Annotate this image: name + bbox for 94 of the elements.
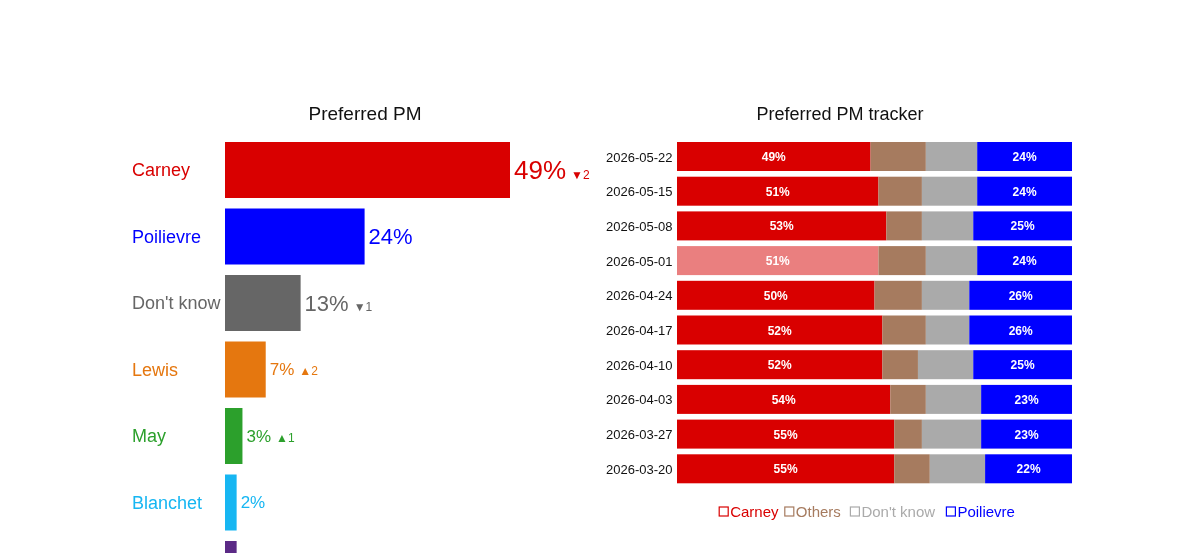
- legend-label: Poilievre: [957, 503, 1015, 520]
- bar: [925, 246, 978, 276]
- data-label: 49% ▼2: [514, 155, 590, 186]
- y-tick-label: 2026-05-08: [606, 218, 673, 234]
- bar: [225, 408, 243, 464]
- bar: [921, 176, 978, 206]
- bar: [894, 454, 930, 484]
- bar: [894, 419, 922, 449]
- data-label: 23%: [1014, 427, 1039, 442]
- data-label: 50%: [763, 288, 789, 303]
- data-label: 7% ▲2: [269, 360, 319, 380]
- y-tick-label: 2026-04-24: [606, 288, 673, 304]
- bar: [677, 454, 895, 484]
- data-label: 54%: [771, 392, 796, 407]
- data-label: 24%: [1012, 150, 1037, 164]
- data-label: 55%: [773, 462, 798, 477]
- bar: [677, 315, 883, 345]
- bar: [878, 176, 922, 206]
- bar: [677, 350, 883, 380]
- data-label: 52%: [767, 323, 793, 338]
- data-label: 3% ▲1: [246, 426, 295, 446]
- data-label: 52%: [767, 358, 793, 373]
- bar: [225, 208, 365, 265]
- bar: [677, 419, 895, 449]
- bar: [921, 419, 982, 449]
- data-label: 22%: [1016, 462, 1041, 477]
- data-label: 51%: [765, 254, 791, 269]
- data-label: 51%: [765, 184, 791, 199]
- bar: [921, 280, 970, 310]
- bar: [981, 384, 1072, 414]
- y-tick-label: 2026-05-22: [606, 149, 673, 165]
- bar: [925, 315, 970, 345]
- bar: [917, 350, 974, 380]
- y-tick-label: Carney: [132, 160, 191, 180]
- data-label: 24%: [1012, 254, 1037, 269]
- bar: [677, 384, 891, 414]
- bar: [677, 142, 871, 171]
- data-label: 55%: [773, 427, 798, 442]
- data-label: 26%: [1008, 323, 1033, 338]
- y-tick-label: 2026-05-01: [606, 253, 673, 269]
- data-label: 24%: [368, 224, 413, 250]
- y-tick-label: 2026-04-10: [606, 357, 673, 373]
- y-tick-label: Lewis: [132, 359, 179, 380]
- y-tick-label: 2026-04-03: [606, 392, 673, 408]
- y-tick-label: 2026-04-17: [606, 323, 673, 338]
- bar: [890, 384, 926, 414]
- bar: [977, 142, 1072, 171]
- data-label: 53%: [769, 219, 795, 234]
- data-label: 2%: [240, 493, 266, 513]
- y-tick-label: 2026-05-15: [606, 184, 673, 200]
- y-tick-label: Blanchet: [132, 492, 203, 513]
- bar: [886, 211, 922, 241]
- bar: [870, 142, 926, 171]
- bar: [969, 315, 1072, 345]
- data-label: 49%: [761, 150, 787, 164]
- bar: [225, 341, 266, 398]
- data-label: 25%: [1010, 219, 1035, 234]
- bar: [677, 280, 875, 310]
- legend-label: Don't know: [861, 503, 936, 520]
- bar: [925, 142, 978, 171]
- bar: [977, 176, 1072, 206]
- bar: [882, 315, 926, 345]
- bar: [677, 211, 887, 241]
- y-tick-label: Don't know: [132, 293, 222, 313]
- chart-title: Preferred PM tracker: [756, 104, 924, 124]
- bar: [981, 419, 1072, 449]
- legend-label: Carney: [730, 503, 780, 520]
- bar: [677, 246, 879, 276]
- bar: [882, 350, 918, 380]
- y-tick-label: Poilievre: [132, 226, 202, 247]
- data-label: 25%: [1010, 358, 1035, 373]
- data-label: 24%: [1012, 184, 1037, 199]
- bar: [985, 454, 1072, 484]
- bar: [973, 350, 1072, 380]
- bar: [225, 474, 237, 531]
- y-tick-label: 2026-03-27: [606, 427, 673, 443]
- bar: [225, 275, 301, 331]
- data-label: 26%: [1008, 288, 1033, 303]
- y-tick-label: May: [132, 426, 167, 446]
- bar: [921, 211, 974, 241]
- data-label: 23%: [1014, 392, 1039, 407]
- data-label: 13% ▼1: [304, 290, 373, 316]
- bar: [969, 280, 1072, 310]
- bar: [929, 454, 986, 484]
- bar: [677, 176, 879, 206]
- bar: [977, 246, 1072, 276]
- bar: [225, 142, 510, 198]
- chart-title: Preferred PM: [308, 103, 422, 124]
- y-tick-label: 2026-03-20: [606, 461, 673, 477]
- bar: [925, 384, 982, 414]
- bar: [874, 280, 922, 310]
- bar: [878, 246, 926, 276]
- bar: [973, 211, 1072, 241]
- legend-label: Others: [795, 503, 841, 520]
